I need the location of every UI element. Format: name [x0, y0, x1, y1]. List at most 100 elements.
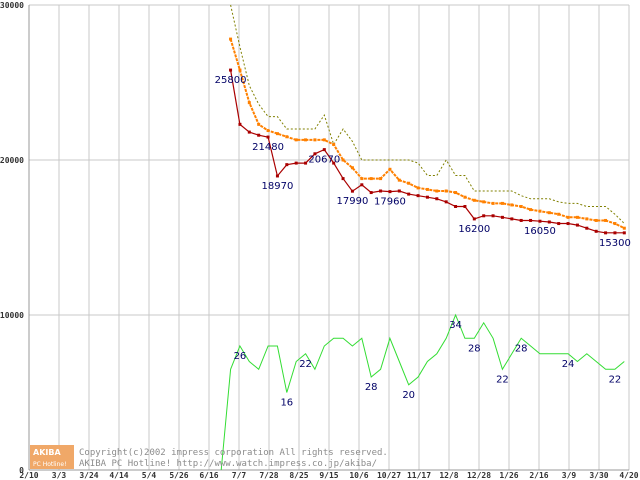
- point-avg_price: [472, 198, 476, 202]
- shop-count-label: 22: [299, 359, 312, 370]
- point-min_price: [304, 161, 308, 165]
- shop-count-label: 28: [515, 343, 528, 354]
- point-min_price: [435, 197, 439, 201]
- point-avg_price: [407, 181, 411, 185]
- x-tick-label: 4/20: [619, 471, 638, 480]
- point-avg_price: [585, 217, 589, 221]
- point-min_price: [379, 189, 383, 193]
- min-price-label: 21480: [252, 142, 284, 153]
- min-price-label: 20670: [308, 155, 340, 166]
- point-avg_price: [332, 143, 336, 146]
- point-min_price: [257, 133, 261, 137]
- point-min_price: [229, 68, 233, 72]
- point-min_price: [472, 217, 476, 221]
- point-min_price: [322, 148, 326, 152]
- shop-count-label: 34: [449, 320, 462, 331]
- point-min_price: [538, 219, 542, 223]
- copyright-line: Copyright(c)2002 impress corporation All…: [79, 448, 388, 458]
- point-avg_price: [369, 177, 373, 181]
- shop-count-label: 28: [468, 343, 481, 354]
- point-avg_price: [379, 177, 383, 181]
- point-avg_price: [510, 203, 514, 207]
- point-min_price: [332, 161, 336, 165]
- series-line-max_price: [230, 4, 625, 224]
- point-avg_price: [604, 218, 608, 222]
- min-price-label: 17990: [337, 196, 369, 207]
- shop-count-label: 24: [562, 359, 575, 370]
- point-min_price: [510, 217, 514, 221]
- x-tick-label: 5/26: [169, 471, 188, 480]
- point-avg_price: [500, 201, 504, 205]
- min-price-label: 25800: [215, 75, 247, 86]
- point-avg_price: [613, 222, 617, 226]
- x-tick-label: 2/16: [529, 471, 548, 480]
- point-min_price: [566, 222, 570, 226]
- point-min_price: [285, 163, 289, 167]
- point-min_price: [491, 214, 495, 218]
- point-avg_price: [229, 37, 233, 41]
- point-min_price: [444, 200, 448, 204]
- point-min_price: [425, 195, 429, 199]
- x-tick-label: 10/27: [377, 471, 401, 480]
- point-min_price: [350, 189, 354, 193]
- point-avg_price: [257, 122, 261, 126]
- data-labels: 25800 21480 18970 20670 17990 17960 16200 16050…: [215, 75, 631, 408]
- point-min_price: [463, 205, 467, 208]
- point-min_price: [360, 183, 364, 187]
- point-min_price: [482, 214, 486, 218]
- x-tick-label: 4/14: [109, 471, 128, 480]
- point-avg_price: [491, 201, 495, 205]
- y-tick-label: 10000: [0, 311, 24, 320]
- x-tick-label: 7/28: [259, 471, 278, 480]
- point-avg_price: [425, 187, 429, 191]
- point-min_price: [604, 231, 608, 235]
- x-tick-label: 3/3: [52, 471, 67, 480]
- min-price-label: 18970: [262, 181, 294, 192]
- point-min_price: [594, 229, 598, 233]
- x-tick-label: 9/15: [319, 471, 338, 480]
- point-min_price: [547, 220, 551, 224]
- point-min_price: [519, 218, 523, 222]
- point-avg_price: [454, 191, 458, 195]
- point-avg_price: [529, 208, 533, 212]
- point-avg_price: [350, 166, 354, 170]
- min-price-label: 15300: [599, 238, 631, 249]
- point-avg_price: [557, 212, 561, 216]
- point-min_price: [266, 135, 270, 139]
- point-min_price: [622, 231, 626, 235]
- point-min_price: [454, 205, 458, 208]
- min-price-label: 17960: [374, 197, 406, 208]
- y-tick-label: 0: [19, 466, 24, 475]
- point-min_price: [397, 189, 401, 193]
- point-min_price: [341, 177, 345, 181]
- point-avg_price: [313, 138, 317, 142]
- akiba-logo: [30, 445, 74, 469]
- shop-count-label: 28: [365, 382, 378, 393]
- point-avg_price: [416, 186, 420, 190]
- x-tick-label: 8/25: [289, 471, 308, 480]
- point-avg_price: [294, 138, 298, 142]
- point-avg_price: [275, 132, 279, 136]
- point-avg_price: [360, 177, 364, 181]
- x-tick-label: 10/6: [349, 471, 368, 480]
- shop-count-label: 20: [402, 390, 415, 401]
- point-avg_price: [622, 226, 626, 230]
- point-min_price: [275, 174, 279, 178]
- point-avg_price: [266, 129, 270, 133]
- x-tick-label: 11/17: [407, 471, 431, 480]
- point-avg_price: [322, 138, 326, 142]
- series-line-shop_count: [220, 313, 625, 471]
- x-tick-label: 3/30: [589, 471, 608, 480]
- point-avg_price: [238, 68, 242, 72]
- point-min_price: [613, 231, 617, 235]
- x-tick-label: 12/28: [467, 471, 491, 480]
- point-min_price: [585, 226, 589, 230]
- point-avg_price: [247, 101, 251, 105]
- point-avg_price: [538, 209, 542, 213]
- point-min_price: [294, 161, 298, 165]
- x-tick-label: 3/24: [79, 471, 98, 480]
- y-tick-label: 30000: [0, 1, 24, 10]
- point-avg_price: [435, 189, 439, 193]
